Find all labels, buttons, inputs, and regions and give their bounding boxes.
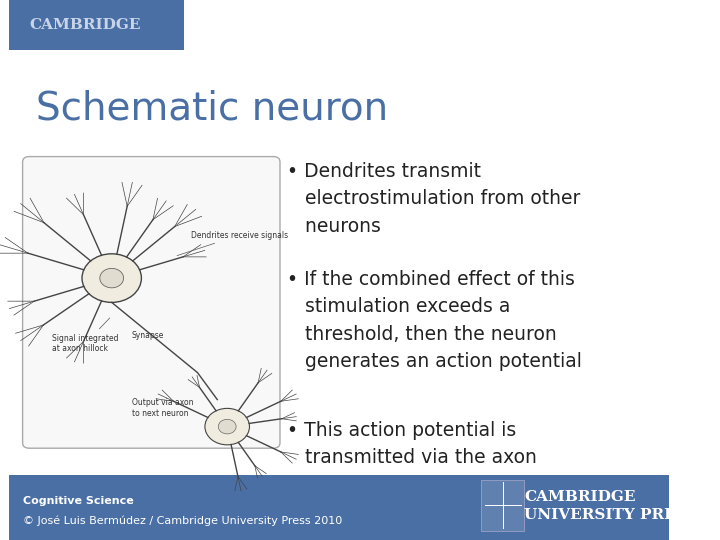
Circle shape: [205, 408, 249, 445]
Text: CAMBRIDGE
UNIVERSITY PRESS: CAMBRIDGE UNIVERSITY PRESS: [524, 490, 698, 522]
Text: CAMBRIDGE: CAMBRIDGE: [30, 18, 140, 32]
FancyBboxPatch shape: [22, 157, 280, 448]
Text: • This action potential is
   transmitted via the axon: • This action potential is transmitted v…: [287, 421, 536, 468]
Text: Dendrites receive signals: Dendrites receive signals: [177, 231, 288, 255]
FancyBboxPatch shape: [9, 475, 670, 540]
Text: Signal integrated
at axon hillock: Signal integrated at axon hillock: [53, 318, 119, 353]
Text: Cognitive Science: Cognitive Science: [22, 496, 133, 506]
FancyBboxPatch shape: [481, 480, 524, 531]
Circle shape: [100, 268, 124, 288]
Circle shape: [82, 254, 141, 302]
Text: Output via axon
to next neuron: Output via axon to next neuron: [132, 399, 193, 418]
Text: Synapse: Synapse: [132, 330, 164, 340]
Text: • If the combined effect of this
   stimulation exceeds a
   threshold, then the: • If the combined effect of this stimula…: [287, 270, 582, 371]
Circle shape: [218, 419, 236, 434]
Text: Schematic neuron: Schematic neuron: [36, 89, 388, 127]
FancyBboxPatch shape: [9, 0, 184, 50]
Text: • Dendrites transmit
   electrostimulation from other
   neurons: • Dendrites transmit electrostimulation …: [287, 162, 580, 235]
Text: © José Luis Bermúdez / Cambridge University Press 2010: © José Luis Bermúdez / Cambridge Univers…: [22, 516, 342, 526]
